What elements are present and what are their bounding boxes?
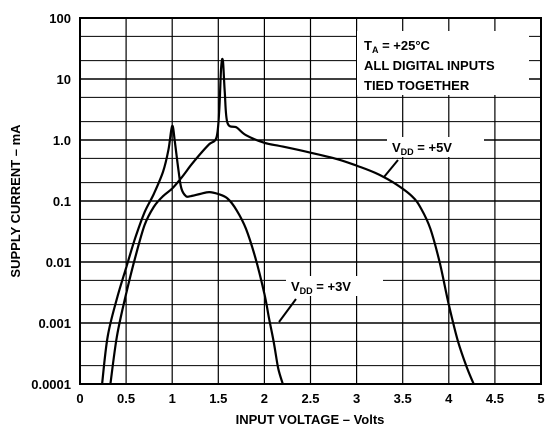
temperature-label: TA = +25°C — [364, 38, 431, 55]
series-5v-value: = +5V — [414, 140, 453, 155]
ta-value: = +25°C — [378, 38, 430, 53]
x-axis-title: INPUT VOLTAGE – Volts — [236, 412, 385, 427]
series-3v-prefix: V — [291, 279, 300, 294]
y-tick-label: 0.0001 — [31, 377, 71, 392]
series-label-bg-3v — [286, 276, 383, 296]
x-tick-label: 0.5 — [117, 391, 135, 406]
y-tick-label: 1.0 — [53, 133, 71, 148]
x-tick-label: 1 — [169, 391, 176, 406]
y-tick-label: 0.1 — [53, 194, 71, 209]
plot-frame — [79, 17, 542, 385]
y-tick-label: 0.001 — [38, 316, 71, 331]
ta-subscript: A — [372, 45, 379, 55]
y-axis-title: SUPPLY CURRENT – mA — [8, 124, 23, 278]
data-curves — [101, 57, 475, 385]
x-tick-label: 4 — [445, 391, 453, 406]
x-tick-label: 1.5 — [209, 391, 227, 406]
conditions-box — [357, 31, 529, 95]
y-tick-label: 10 — [57, 72, 71, 87]
x-tick-label: 3.5 — [394, 391, 412, 406]
series-label-bg-5v — [387, 137, 484, 157]
x-tick-label: 2.5 — [301, 391, 319, 406]
conditions-line-3: TIED TOGETHER — [364, 78, 470, 93]
series-label-pointer-3v — [278, 298, 297, 323]
tick-labels: 0 0.5 1 1.5 2 2.5 3 3.5 4 4.5 5 100 10 1.0 0.1 0.01 0.00… — [31, 11, 544, 406]
conditions-line-2: ALL DIGITAL INPUTS — [364, 58, 495, 73]
series-3v-subscript: DD — [300, 286, 313, 296]
series-line-vdd-5v — [109, 57, 475, 385]
series-label-5v: VDD = +5V — [392, 140, 452, 157]
series-line-vdd-3v — [101, 124, 284, 385]
x-tick-label: 4.5 — [486, 391, 504, 406]
y-tick-label: 0.01 — [46, 255, 71, 270]
x-tick-label: 3 — [353, 391, 360, 406]
series-label-3v: VDD = +3V — [291, 279, 351, 296]
series-3v-value: = +3V — [313, 279, 352, 294]
x-tick-label: 2 — [261, 391, 268, 406]
x-tick-label: 5 — [537, 391, 544, 406]
series-5v-subscript: DD — [401, 147, 414, 157]
series-label-pointer-5v — [383, 159, 399, 178]
ta-prefix: T — [364, 38, 372, 53]
series-5v-prefix: V — [392, 140, 401, 155]
x-tick-label: 0 — [76, 391, 83, 406]
y-tick-label: 100 — [49, 11, 71, 26]
